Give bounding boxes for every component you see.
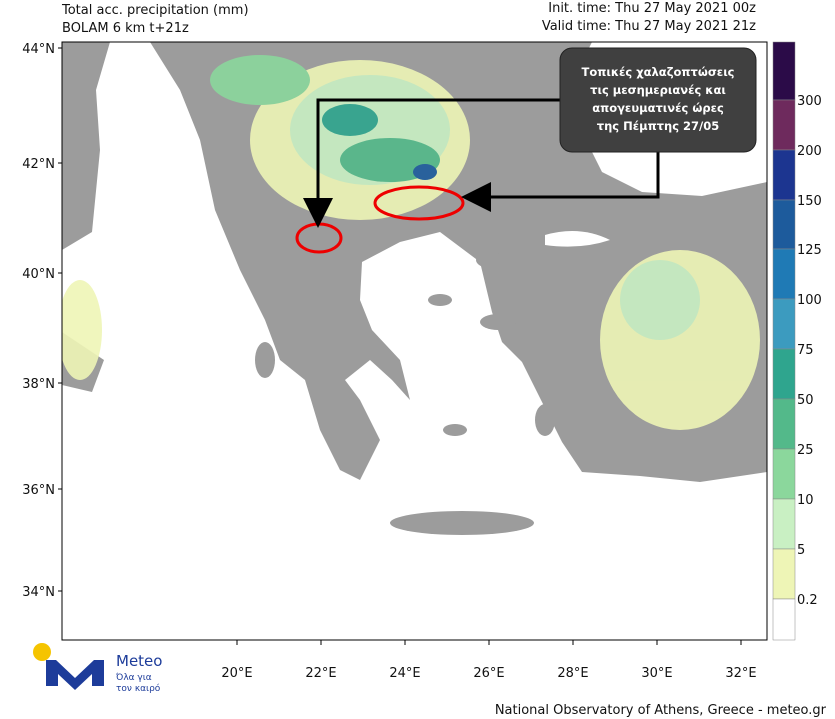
annotation-box [559,47,757,153]
annotation: Τοπικές χαλαζοπτώσεις τις μεσημεριανές κα… [582,65,735,133]
colorbar-segment [772,448,796,500]
colorbar-label: 10 [797,493,814,508]
plot-frame [61,41,768,641]
lon-label: 30°E [641,666,672,681]
island [428,294,452,306]
colorbar-label: 5 [797,543,805,558]
lat-label: 34°N [22,585,55,600]
footer-credit: National Observatory of Athens, Greece -… [495,703,827,718]
colorbar-label: 75 [797,343,814,358]
lon-label: 32°E [725,666,756,681]
colorbar-segment [772,298,796,350]
colorbar-label: 0.2 [797,593,818,608]
colorbar-label: 50 [797,393,814,408]
title: Total acc. precipitation (mm) [61,3,249,18]
axes: 44°N 42°N 40°N 38°N 36°N 34°N 20°E 22°E 24°E 26°E… [22,42,756,681]
colorbar-label: 300 [797,94,822,109]
logo-sun [33,643,51,661]
colorbar-label: 25 [797,443,814,458]
colorbar-segment [772,548,796,600]
lon-label: 26°E [473,666,504,681]
colorbar-segment [772,199,796,250]
colorbar-segment [772,348,796,400]
lat-label: 42°N [22,157,55,172]
lon-label: 22°E [305,666,336,681]
lon-label: 28°E [557,666,588,681]
island [443,424,467,436]
lat-label: 38°N [22,377,55,392]
valid-time: Valid time: Thu 27 May 2021 21z [542,19,756,34]
annotation-line: της Πέμπτης 27/05 [597,119,720,133]
arrow [303,98,560,228]
marmara [545,231,610,247]
annotation-line: τις μεσημεριανές και [590,83,726,97]
crete [390,511,534,535]
lon-label: 24°E [389,666,420,681]
annotation-line: απογευματινές ώρες [592,101,724,115]
subtitle: BOLAM 6 km t+21z [62,21,189,36]
island [535,404,555,436]
lat-label: 40°N [22,267,55,282]
colorbar-segment [772,99,796,151]
colorbar-segment [772,248,796,300]
colorbar: 300 200 150 125 100 75 50 25 10 5 0.2 [772,41,822,641]
precipitation [62,55,760,430]
lon-label: 20°E [221,666,252,681]
colorbar-label: 125 [797,243,822,258]
sea [62,42,767,640]
lat-label: 36°N [22,483,55,498]
colorbar-segment [772,149,796,201]
colorbar-segment [772,498,796,550]
arrow [461,150,660,212]
logo-slogan: Όλα για [115,672,152,683]
colorbar-label: 200 [797,144,822,159]
colorbar-segment [772,41,796,101]
logo-name: Meteo [116,652,162,670]
lat-label: 44°N [22,42,55,57]
colorbar-label: 100 [797,293,822,308]
island [476,252,504,268]
colorbar-segment [772,398,796,450]
island [255,342,275,378]
annotation-line: Τοπικές χαλαζοπτώσεις [582,65,735,79]
init-time: Init. time: Thu 27 May 2021 00z [548,1,756,16]
island [480,314,516,330]
colorbar-segment [772,598,796,641]
logo-slogan: τον καιρό [116,683,161,694]
colorbar-label: 150 [797,194,822,209]
logo-mark [46,660,104,690]
